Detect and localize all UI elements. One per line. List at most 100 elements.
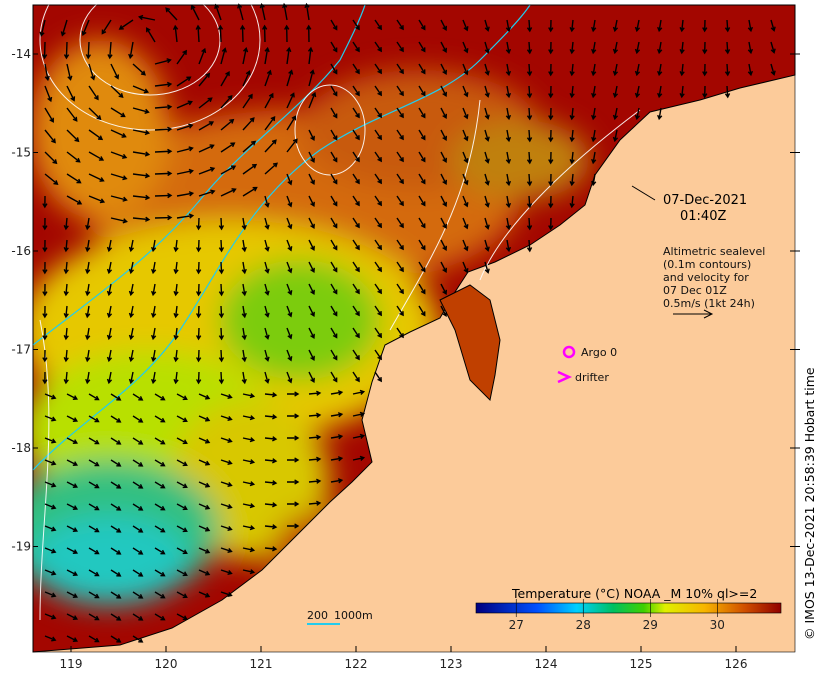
velocity-arrow-icon [63, 217, 69, 231]
velocity-arrow-icon [239, 24, 246, 43]
velocity-arrow-icon [286, 138, 298, 153]
velocity-arrow-icon [484, 41, 490, 54]
velocity-arrow-icon [110, 85, 124, 98]
velocity-arrow-icon [85, 217, 91, 231]
velocity-arrow-icon [154, 192, 173, 199]
velocity-arrow-icon [151, 283, 157, 297]
velocity-arrow-icon [304, 2, 310, 21]
velocity-arrow-icon [173, 349, 179, 363]
velocity-arrow-icon [352, 19, 360, 31]
velocity-arrow-icon [241, 217, 247, 231]
velocity-arrow-icon [484, 129, 490, 142]
velocity-arrow-icon [548, 151, 554, 165]
velocity-arrow-icon [462, 217, 469, 230]
velocity-arrow-icon [110, 151, 128, 159]
velocity-arrow-icon [85, 349, 91, 363]
velocity-arrow-icon [220, 591, 233, 598]
velocity-arrow-icon [418, 107, 426, 119]
velocity-arrow-icon [352, 173, 360, 185]
velocity-arrow-icon [66, 195, 83, 205]
velocity-arrow-icon [264, 392, 278, 398]
velocity-arrow-icon [634, 19, 641, 33]
velocity-arrow-icon [374, 349, 382, 361]
velocity-arrow-icon [106, 371, 113, 385]
velocity-arrow-icon [220, 95, 233, 109]
velocity-arrow-icon [220, 142, 236, 153]
velocity-arrow-icon [418, 19, 426, 31]
velocity-arrow-icon [526, 173, 533, 187]
velocity-arrow-icon [106, 349, 113, 363]
velocity-arrow-icon [352, 63, 360, 75]
velocity-arrow-icon [612, 129, 619, 143]
velocity-arrow-icon [505, 85, 512, 99]
velocity-arrow-icon [63, 283, 69, 297]
lon-tick-label: 121 [250, 657, 273, 671]
velocity-arrow-icon [591, 129, 597, 143]
velocity-arrow-icon [195, 239, 202, 253]
velocity-arrow-icon [330, 239, 338, 251]
colorbar-tick-label: 27 [509, 618, 524, 632]
velocity-arrow-icon [308, 195, 315, 208]
velocity-arrow-icon [63, 239, 69, 253]
velocity-arrow-icon [440, 19, 448, 31]
velocity-arrow-icon [374, 305, 382, 317]
velocity-arrow-icon [154, 591, 166, 599]
velocity-arrow-icon [176, 415, 188, 423]
velocity-arrow-icon [88, 85, 99, 101]
velocity-arrow-icon [308, 129, 315, 142]
velocity-arrow-icon [526, 151, 533, 165]
velocity-arrow-icon [418, 41, 426, 53]
velocity-arrow-icon [418, 151, 426, 163]
velocity-arrow-icon [176, 503, 188, 511]
velocity-arrow-icon [198, 437, 211, 444]
velocity-arrow-icon [154, 481, 166, 489]
velocity-arrow-icon [106, 239, 113, 253]
velocity-arrow-icon [110, 459, 122, 467]
velocity-arrow-icon [128, 371, 135, 385]
velocity-arrow-icon [286, 115, 297, 131]
velocity-arrow-icon [172, 24, 179, 43]
velocity-arrow-icon [88, 481, 100, 489]
velocity-arrow-icon [440, 195, 448, 207]
velocity-arrow-icon [220, 437, 233, 444]
velocity-arrow-icon [220, 481, 233, 488]
velocity-arrow-icon [237, 3, 244, 21]
velocity-arrow-icon [42, 327, 48, 341]
velocity-arrow-icon [526, 239, 533, 253]
note-line: Altimetric sealevel [663, 245, 765, 258]
lon-tick-label: 119 [60, 657, 83, 671]
velocity-arrow-icon [440, 41, 448, 53]
velocity-arrow-icon [286, 46, 292, 65]
velocity-arrow-icon [110, 217, 128, 224]
velocity-arrow-icon [44, 151, 58, 165]
velocity-arrow-icon [110, 525, 122, 533]
velocity-arrow-icon [770, 41, 776, 54]
velocity-arrow-icon [569, 85, 575, 99]
velocity-arrow-icon [154, 525, 166, 533]
velocity-arrow-icon [85, 283, 91, 297]
velocity-arrow-icon [569, 41, 575, 55]
velocity-arrow-icon [176, 100, 193, 109]
velocity-arrow-icon [352, 107, 360, 119]
velocity-arrow-icon [484, 151, 490, 164]
velocity-arrow-icon [264, 414, 278, 420]
velocity-arrow-icon [198, 97, 213, 109]
velocity-arrow-icon [484, 239, 490, 252]
velocity-arrow-icon [132, 459, 144, 467]
velocity-arrow-icon [85, 41, 92, 60]
velocity-arrow-icon [330, 390, 344, 396]
velocity-arrow-icon [591, 107, 597, 121]
velocity-arrow-icon [44, 547, 57, 554]
velocity-arrow-icon [569, 107, 575, 121]
velocity-arrow-icon [66, 129, 80, 143]
velocity-arrow-icon [286, 391, 300, 397]
velocity-arrow-icon [374, 195, 382, 207]
colorbar-tick-label: 29 [643, 618, 658, 632]
velocity-arrow-icon [132, 85, 150, 94]
velocity-arrow-icon [612, 85, 619, 99]
velocity-arrow-icon [42, 195, 48, 209]
velocity-arrow-icon [747, 19, 754, 33]
velocity-arrow-icon [88, 503, 100, 511]
velocity-arrow-icon [569, 173, 575, 187]
velocity-arrow-icon [286, 305, 293, 318]
